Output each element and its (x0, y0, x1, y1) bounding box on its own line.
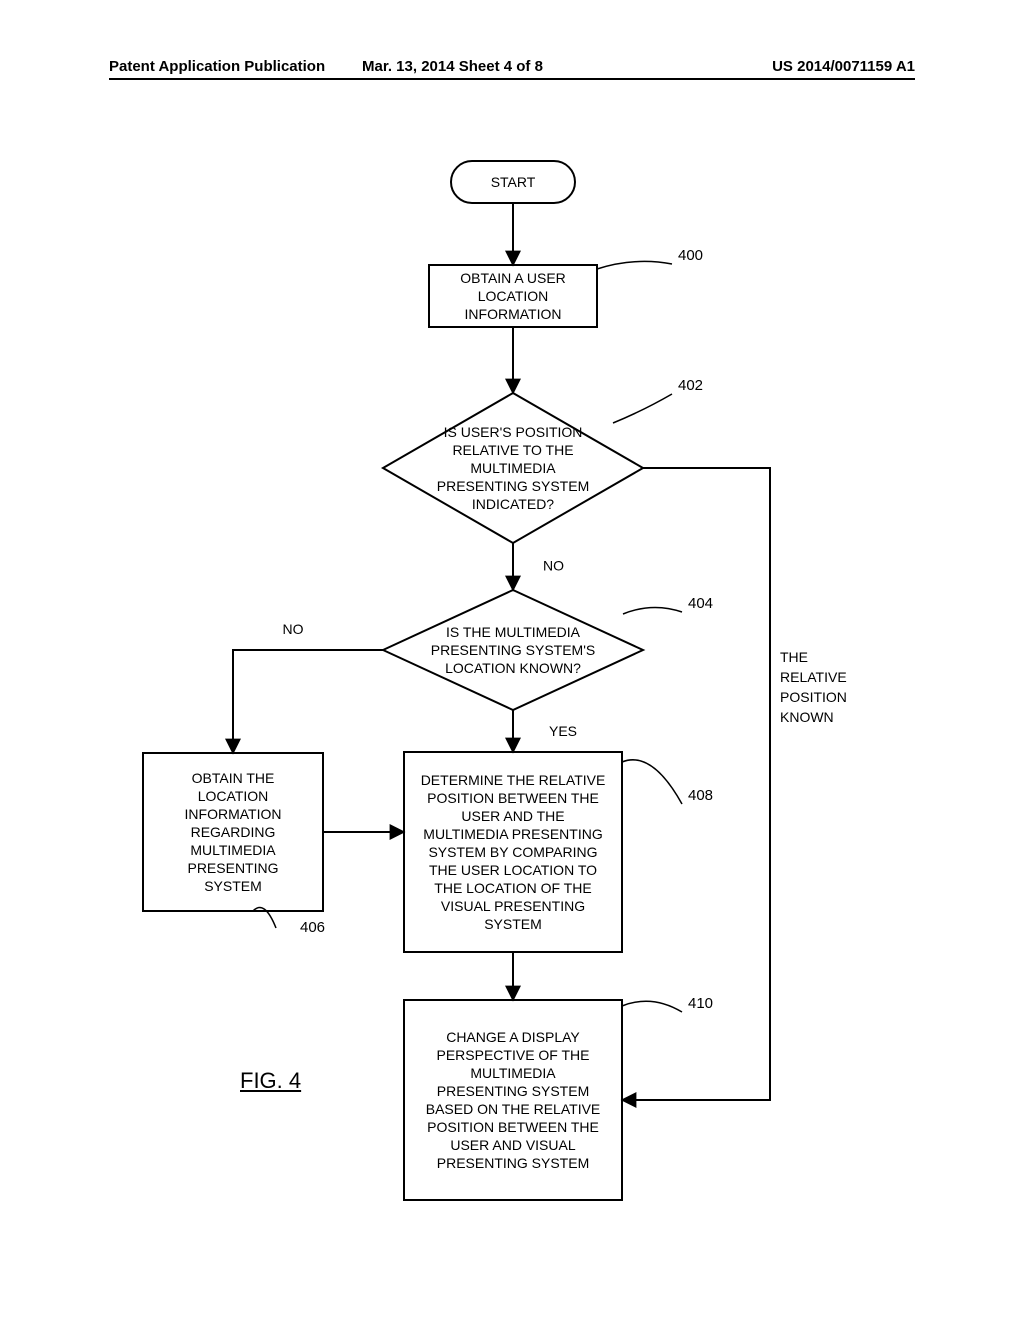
svg-text:BASED ON THE RELATIVE: BASED ON THE RELATIVE (426, 1101, 601, 1117)
svg-text:INFORMATION: INFORMATION (185, 806, 282, 822)
svg-text:LOCATION: LOCATION (198, 788, 269, 804)
svg-text:USER AND VISUAL: USER AND VISUAL (450, 1137, 575, 1153)
svg-text:OBTAIN A USER: OBTAIN A USER (460, 270, 566, 286)
svg-text:CHANGE A DISPLAY: CHANGE A DISPLAY (446, 1029, 580, 1045)
svg-text:406: 406 (300, 919, 325, 936)
svg-text:402: 402 (678, 377, 703, 394)
svg-text:THE: THE (780, 649, 808, 665)
svg-text:PRESENTING SYSTEM: PRESENTING SYSTEM (437, 1083, 589, 1099)
svg-text:REGARDING: REGARDING (191, 824, 276, 840)
svg-text:MULTIMEDIA PRESENTING: MULTIMEDIA PRESENTING (423, 826, 602, 842)
svg-text:400: 400 (678, 247, 703, 264)
svg-text:408: 408 (688, 787, 713, 804)
svg-text:PERSPECTIVE OF THE: PERSPECTIVE OF THE (437, 1047, 590, 1063)
svg-text:MULTIMEDIA: MULTIMEDIA (470, 460, 556, 476)
svg-text:POSITION: POSITION (780, 689, 847, 705)
svg-text:YES: YES (549, 723, 577, 739)
svg-text:IS THE MULTIMEDIA: IS THE MULTIMEDIA (446, 624, 581, 640)
svg-text:MULTIMEDIA: MULTIMEDIA (470, 1065, 556, 1081)
svg-text:RELATIVE: RELATIVE (780, 669, 847, 685)
svg-text:THE USER LOCATION TO: THE USER LOCATION TO (429, 862, 597, 878)
svg-text:PRESENTING SYSTEM: PRESENTING SYSTEM (437, 1155, 589, 1171)
svg-text:START: START (491, 174, 536, 190)
svg-text:NO: NO (283, 621, 304, 637)
svg-text:IS USER'S POSITION: IS USER'S POSITION (444, 424, 583, 440)
svg-text:POSITION BETWEEN THE: POSITION BETWEEN THE (427, 790, 599, 806)
svg-text:POSITION BETWEEN THE: POSITION BETWEEN THE (427, 1119, 599, 1135)
svg-text:SYSTEM BY COMPARING: SYSTEM BY COMPARING (428, 844, 597, 860)
page: Patent Application Publication Mar. 13, … (0, 0, 1024, 1320)
svg-text:PRESENTING SYSTEM: PRESENTING SYSTEM (437, 478, 589, 494)
svg-text:INFORMATION: INFORMATION (465, 306, 562, 322)
svg-text:VISUAL PRESENTING: VISUAL PRESENTING (441, 898, 585, 914)
svg-text:NO: NO (543, 558, 564, 574)
svg-text:KNOWN: KNOWN (780, 709, 834, 725)
svg-text:SYSTEM: SYSTEM (484, 916, 542, 932)
svg-text:LOCATION: LOCATION (478, 288, 549, 304)
svg-text:THE LOCATION OF THE: THE LOCATION OF THE (434, 880, 591, 896)
svg-text:LOCATION KNOWN?: LOCATION KNOWN? (445, 660, 581, 676)
svg-text:PRESENTING SYSTEM'S: PRESENTING SYSTEM'S (431, 642, 595, 658)
svg-text:SYSTEM: SYSTEM (204, 878, 262, 894)
svg-text:OBTAIN THE: OBTAIN THE (192, 770, 275, 786)
svg-text:DETERMINE THE RELATIVE: DETERMINE THE RELATIVE (421, 772, 606, 788)
svg-text:USER AND THE: USER AND THE (461, 808, 564, 824)
svg-text:PRESENTING: PRESENTING (187, 860, 278, 876)
svg-text:RELATIVE TO THE: RELATIVE TO THE (452, 442, 573, 458)
flowchart: START OBTAIN A USER LOCATION INFORMATION IS … (0, 0, 1024, 1320)
svg-text:404: 404 (688, 595, 713, 612)
svg-text:MULTIMEDIA: MULTIMEDIA (190, 842, 276, 858)
svg-text:INDICATED?: INDICATED? (472, 496, 554, 512)
svg-text:410: 410 (688, 995, 713, 1012)
